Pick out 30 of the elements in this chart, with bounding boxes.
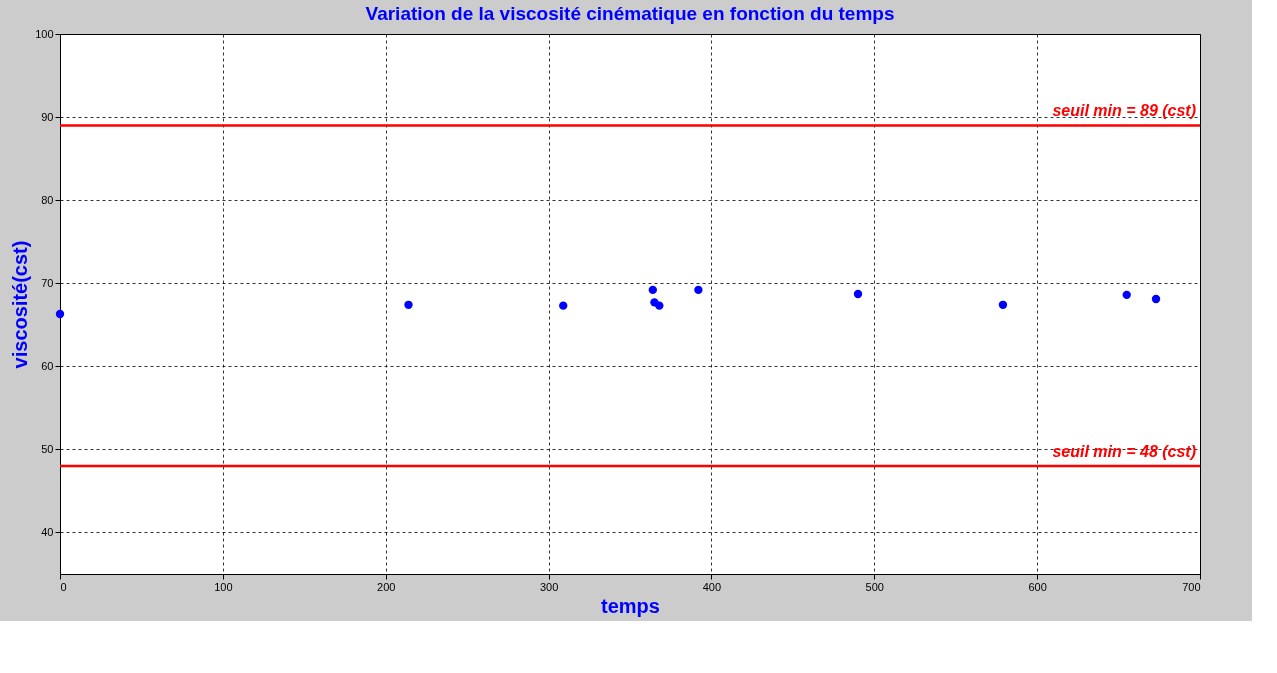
y-tick-label: 40 — [41, 525, 54, 538]
x-tick-label: 200 — [377, 580, 396, 593]
chart-title: Variation de la viscosité cinématique en fonction du temps — [365, 3, 895, 24]
y-tick-label: 90 — [41, 110, 54, 123]
x-tick-label: 0 — [60, 580, 67, 593]
point — [404, 300, 413, 310]
point — [694, 285, 703, 295]
point — [559, 301, 568, 310]
y-axis-title: viscosité(cst) — [9, 240, 32, 369]
y-tick-label: 100 — [35, 27, 54, 40]
x-tick-label: 100 — [214, 580, 233, 593]
point — [648, 285, 657, 295]
point — [1151, 294, 1161, 304]
x-tick-label: 300 — [539, 580, 559, 593]
y-tick-label: 50 — [41, 442, 54, 455]
ref-line-label: seuil min = 48 (cst) — [1052, 443, 1196, 460]
point — [998, 300, 1008, 310]
point — [853, 289, 863, 299]
point — [655, 301, 664, 310]
y-tick-label: 70 — [41, 276, 54, 289]
ref-line-label: seuil min = 89 (cst) — [1052, 102, 1196, 120]
x-tick-label: 600 — [1028, 580, 1047, 593]
x-tick-label: 700 — [1182, 580, 1201, 593]
y-tick-label: 60 — [41, 359, 54, 372]
x-axis-title: temps — [601, 594, 660, 617]
y-tick-label: 80 — [41, 193, 54, 206]
x-tick-label: 400 — [702, 580, 722, 593]
point — [55, 309, 65, 319]
x-tick-label: 500 — [865, 580, 884, 593]
point — [1122, 290, 1131, 300]
